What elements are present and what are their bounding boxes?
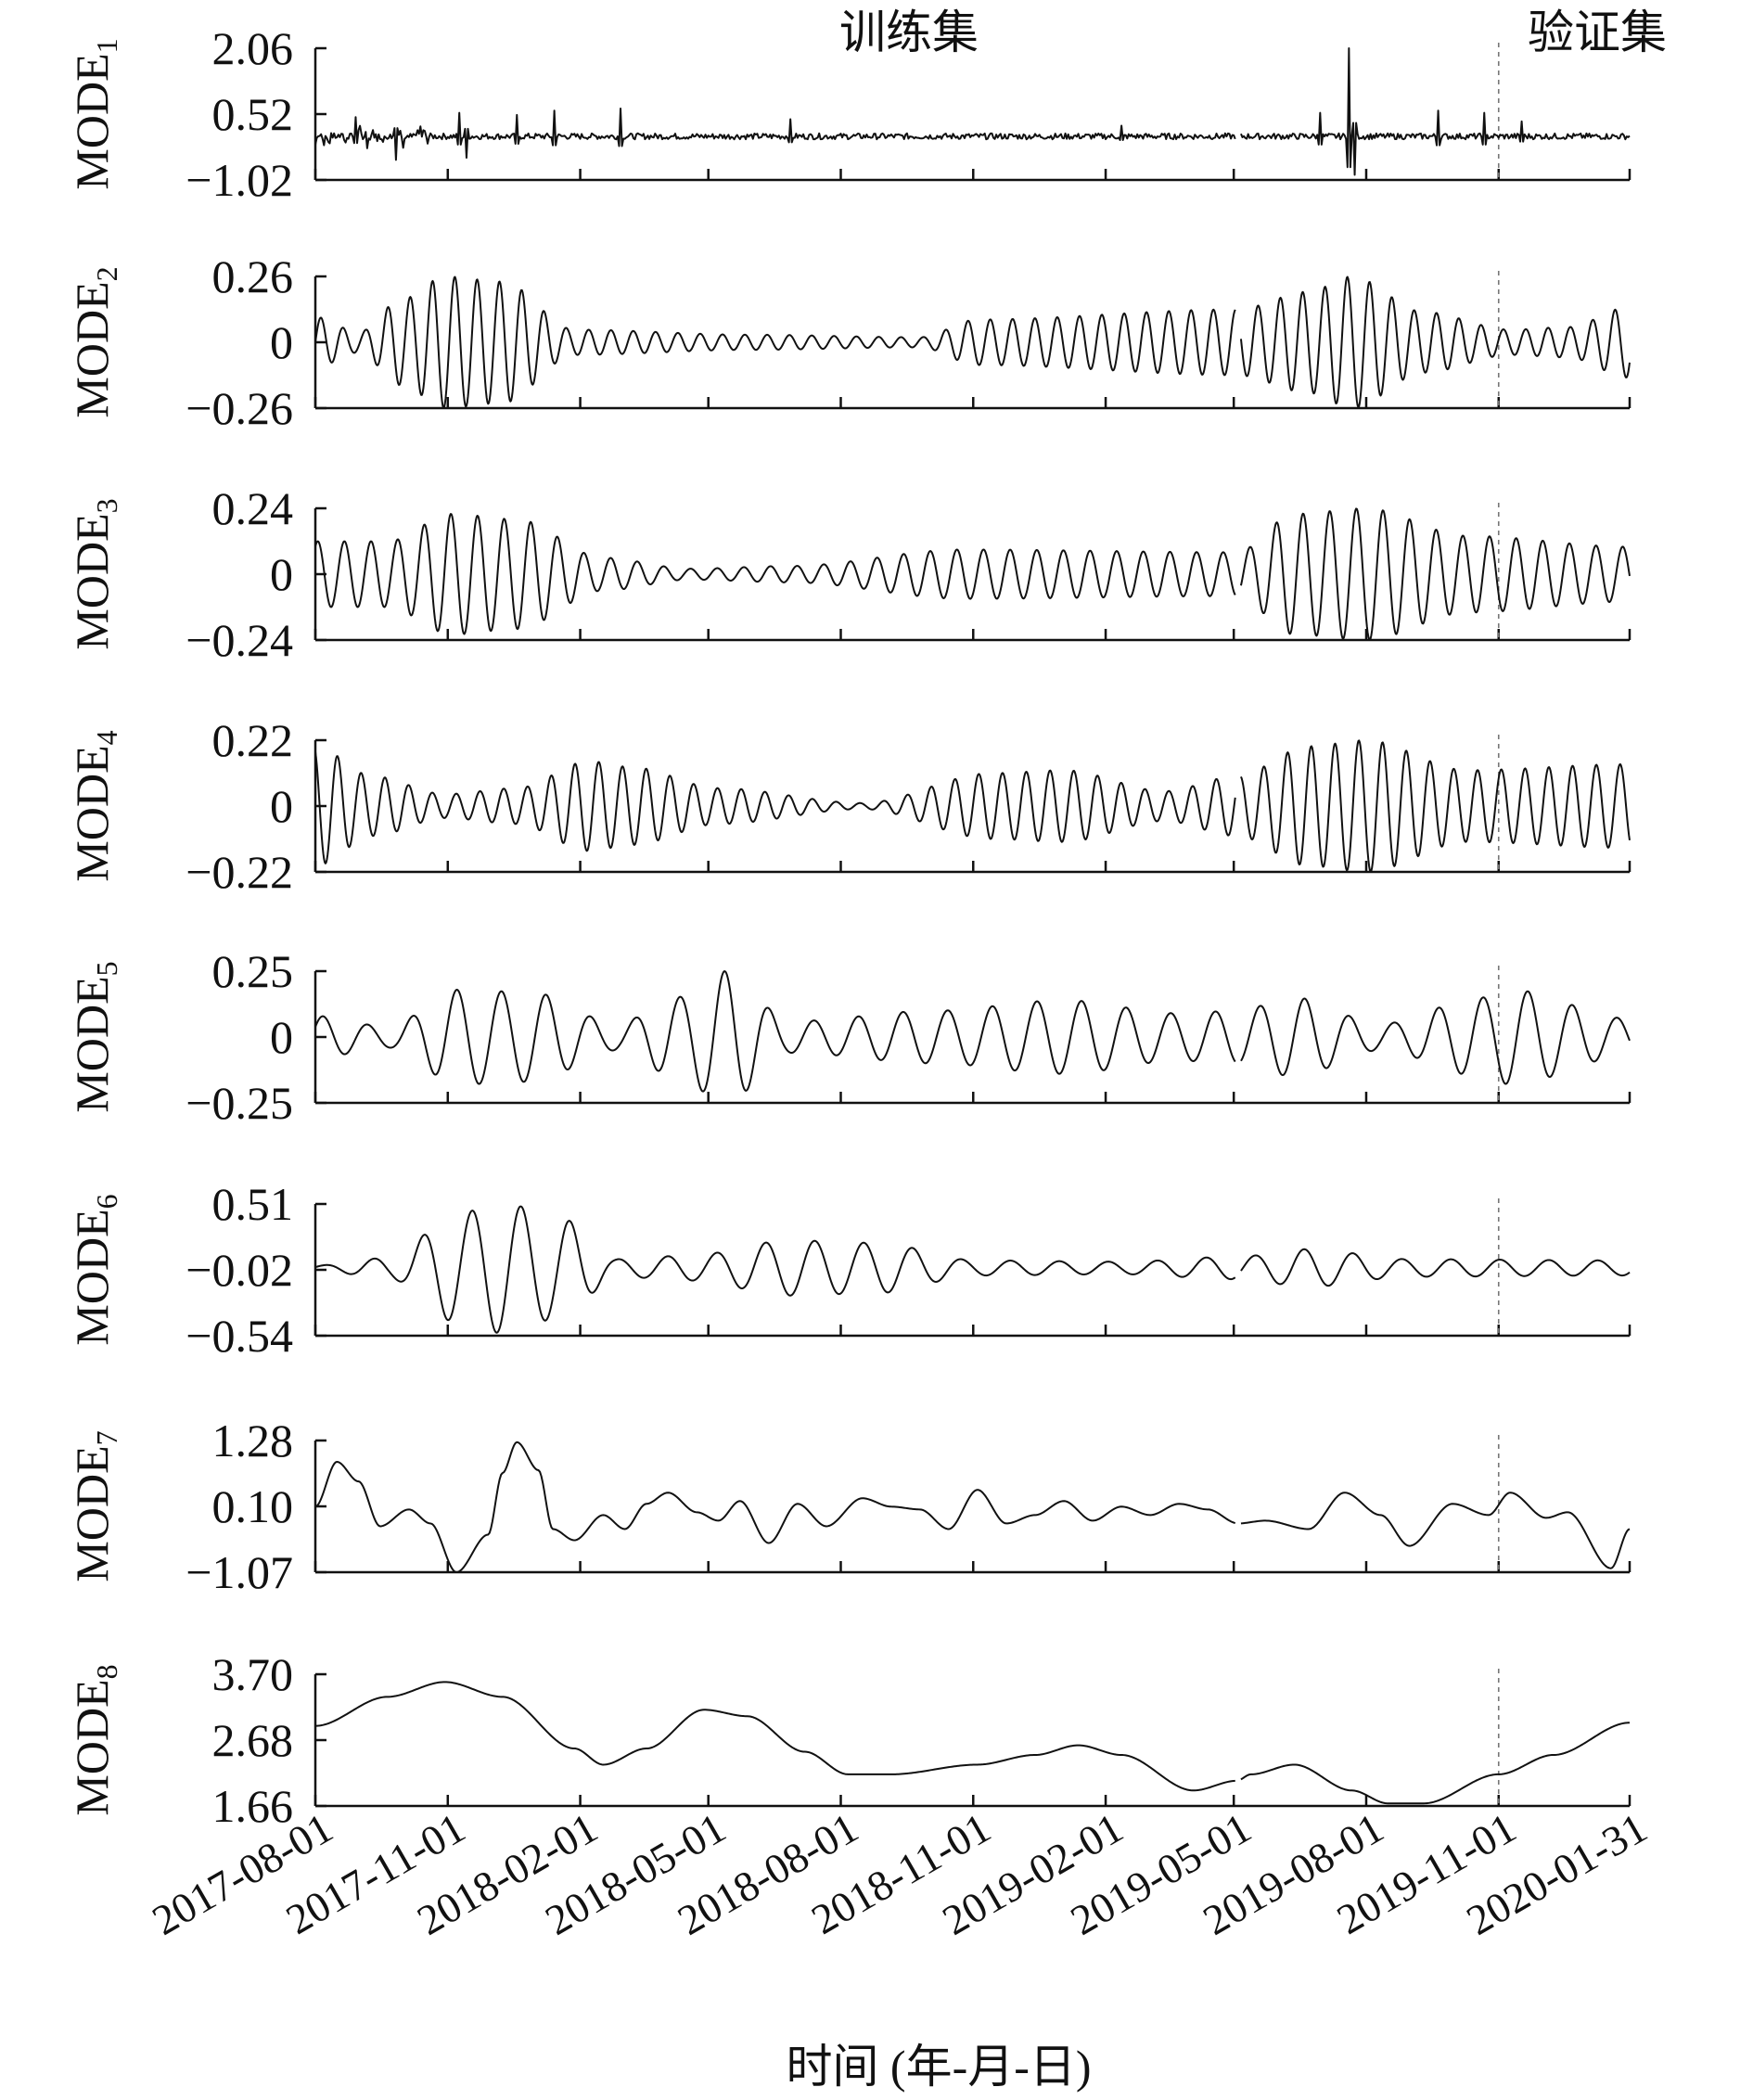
y-tick-label: 2.06 <box>212 22 294 74</box>
series-line-mode-6 <box>314 1205 1631 1334</box>
panel-mode-5: 0.25 0 −0.25 MODE5 <box>66 945 1631 1129</box>
y-axis-label: MODE1 <box>66 38 123 189</box>
y-tick-label: 2.68 <box>212 1714 294 1766</box>
y-axis-label: MODE3 <box>66 498 123 649</box>
y-tick-label: −0.02 <box>186 1244 293 1296</box>
y-tick-label: −0.25 <box>186 1077 293 1129</box>
y-axis-label: MODE5 <box>66 961 123 1112</box>
y-tick-label: −1.02 <box>186 154 293 206</box>
y-axis-label: MODE6 <box>66 1194 123 1345</box>
y-tick-label: 0.52 <box>212 88 294 140</box>
series-line-mode-7 <box>314 1441 1631 1573</box>
panel-mode-7: 1.28 0.10 −1.07 MODE7 <box>66 1415 1631 1598</box>
y-tick-label: 3.70 <box>212 1648 294 1700</box>
y-tick-label: 0 <box>270 548 293 600</box>
series-line-mode-8 <box>314 1681 1631 1805</box>
panel-mode-8: 3.70 2.68 1.66 MODE8 <box>66 1648 1631 1832</box>
y-tick-label: 0 <box>270 780 293 832</box>
panel-mode-3: 0.24 0 −0.24 MODE3 <box>66 482 1631 666</box>
validation-set-label: 验证集 <box>1528 6 1667 59</box>
y-tick-label: −1.07 <box>186 1546 293 1598</box>
panel-mode-4: 0.22 0 −0.22 MODE4 <box>66 714 1631 898</box>
y-tick-label: −0.24 <box>186 614 293 666</box>
y-tick-label: −0.26 <box>186 382 293 434</box>
y-tick-label: −0.54 <box>186 1310 293 1362</box>
y-axis-label: MODE2 <box>66 266 123 417</box>
y-tick-label: 0.22 <box>212 714 294 766</box>
y-axis-label: MODE7 <box>66 1430 123 1581</box>
y-tick-label: 0 <box>270 1011 293 1063</box>
y-tick-label: 1.66 <box>212 1780 294 1832</box>
series-line-mode-5 <box>314 970 1631 1093</box>
y-axis-label: MODE4 <box>66 730 123 881</box>
series-line-mode-2 <box>314 275 1631 409</box>
series-line-mode-4 <box>314 739 1631 873</box>
y-tick-label: −0.22 <box>186 846 293 898</box>
x-axis: 2017-08-012017-11-012018-02-012018-05-01… <box>145 1803 1655 1943</box>
y-tick-label: 0.51 <box>212 1178 294 1230</box>
panel-mode-1: 2.06 0.52 −1.02 MODE1 <box>66 22 1631 206</box>
y-tick-label: 1.28 <box>212 1415 294 1466</box>
series-line-mode-3 <box>314 507 1631 641</box>
panels: 2.06 0.52 −1.02 MODE1 0.26 0 −0.26 MODE2 0.24 0 −0… <box>66 22 1631 1832</box>
train-set-label: 训练集 <box>839 6 979 59</box>
series-line-mode-1 <box>314 47 1631 176</box>
y-tick-label: 0 <box>270 316 293 368</box>
y-tick-label: 0.10 <box>212 1480 294 1532</box>
panel-mode-6: 0.51 −0.02 −0.54 MODE6 <box>66 1178 1631 1362</box>
y-tick-label: 0.26 <box>212 250 294 302</box>
panel-mode-2: 0.26 0 −0.26 MODE2 <box>66 250 1631 434</box>
y-tick-label: 0.24 <box>212 482 294 534</box>
y-axis-label: MODE8 <box>66 1664 123 1815</box>
x-axis-title: 时间 (年-月-日) <box>786 2041 1091 2093</box>
y-tick-label: 0.25 <box>212 945 294 997</box>
